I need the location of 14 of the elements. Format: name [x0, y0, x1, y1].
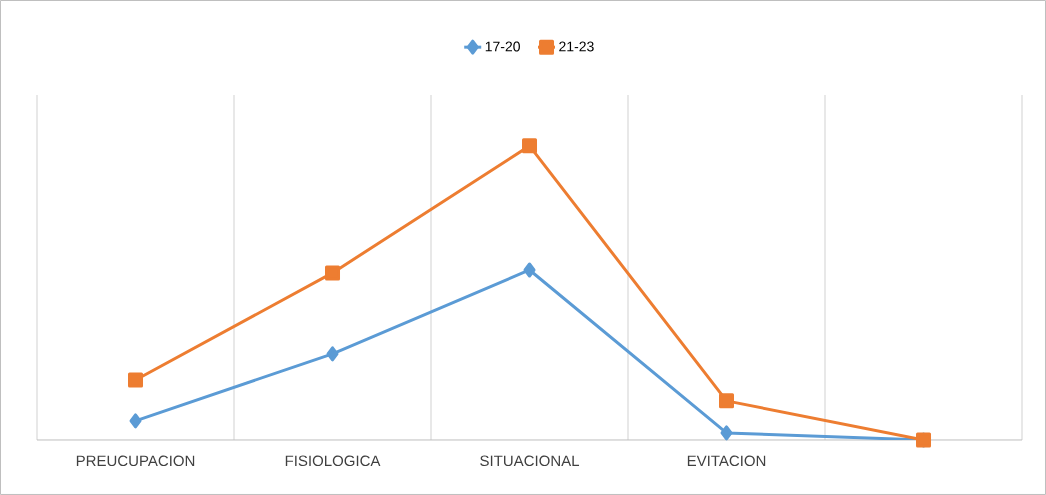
x-tick-label: SITUACIONAL	[480, 455, 580, 467]
point	[720, 425, 733, 441]
point	[128, 372, 144, 388]
point	[326, 346, 339, 362]
point	[523, 262, 536, 278]
legend-label: 21-23	[559, 41, 594, 52]
point	[129, 413, 142, 429]
x-tick-label: FISIOLOGICA	[285, 455, 381, 467]
point	[522, 138, 538, 154]
x-tick-label: PREUCUPACION	[76, 455, 195, 467]
point	[719, 393, 735, 409]
x-tick-label: EVITACION	[687, 455, 766, 467]
legend-label: 17-20	[485, 41, 520, 52]
point	[325, 265, 341, 281]
